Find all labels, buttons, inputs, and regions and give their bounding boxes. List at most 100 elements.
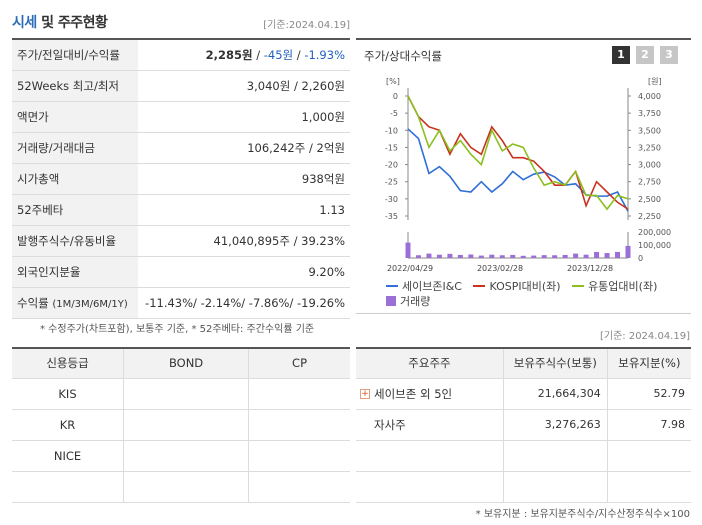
left-tick-label: -15 — [385, 143, 398, 152]
right-axis-unit: [원] — [648, 77, 662, 86]
legend-swatch — [572, 285, 585, 287]
legend-label: 유통업대비(좌) — [588, 279, 658, 293]
volume-label: 거래량/거래대금 — [12, 132, 138, 164]
table-row: 주가/전일대비/수익률 2,285원 / -45원 / -1.93% — [12, 39, 350, 71]
mcap-value: 938억원 — [138, 163, 350, 195]
right-tick-label: 4,000 — [638, 92, 661, 101]
series-line — [407, 95, 629, 210]
volume-bar — [594, 251, 600, 258]
volume-bar — [457, 254, 463, 258]
agency-name: KIS — [12, 378, 124, 410]
volume-value: 106,242주 / 2억원 — [138, 132, 350, 164]
shares-header: 보유주식수(보통) — [502, 348, 608, 379]
volume-bar — [405, 242, 411, 258]
shares-value: 41,040,895주 / 39.23% — [138, 225, 350, 257]
title-rest: 및 주주현황 — [36, 15, 108, 31]
volume-bar — [562, 254, 568, 258]
left-tick-label: -35 — [385, 212, 398, 221]
volume-bar — [625, 245, 631, 258]
current-price: 2,285원 — [205, 47, 253, 62]
right-tick-label: 2,250 — [638, 212, 661, 221]
volume-bar — [447, 253, 453, 258]
agency-name — [12, 471, 124, 503]
legend-label: 거래량 — [400, 294, 431, 308]
volume-bar — [573, 253, 579, 258]
volume-tick-label: 200,000 — [638, 228, 671, 237]
quote-note: * 수정주가(차트포함), 보통주 기준, * 52주베타: 주간수익률 기준 — [40, 324, 315, 335]
series-line — [407, 128, 629, 212]
chart-tabs: 1 2 3 — [612, 46, 678, 64]
table-row: NICE — [12, 440, 350, 472]
left-tick-label: -20 — [385, 161, 398, 170]
price-change: -45원 — [263, 47, 294, 62]
left-tick-label: -30 — [385, 195, 398, 204]
right-tick-label: 3,750 — [638, 109, 661, 118]
holder-shares: 21,664,304 — [502, 378, 608, 410]
credit-table: 신용등급 BOND CP KIS KR NICE — [12, 347, 350, 503]
x-tick-label: 2022/04/29 — [387, 264, 433, 273]
table-row: 시가총액 938억원 — [12, 163, 350, 195]
volume-bar — [468, 254, 474, 258]
section-title: 시세 및 주주현황 — [12, 12, 350, 32]
legend-label: KOSPI대비(좌) — [489, 279, 561, 293]
series-line — [407, 95, 629, 211]
chart-legend: 세이브존I&C KOSPI대비(좌) 유통업대비(좌) 거래량 — [386, 276, 686, 310]
table-row: 자사주 3,276,263 7.98 — [356, 409, 691, 441]
volume-bar — [499, 255, 505, 258]
shares-label: 발행주식수/유동비율 — [12, 225, 138, 257]
foreign-value: 9.20% — [138, 256, 350, 288]
volume-bar — [531, 255, 537, 258]
table-row: 52주베타 1.13 — [12, 194, 350, 226]
volume-bar — [615, 251, 621, 258]
volume-bar — [436, 254, 442, 258]
table-row: 외국인지분율 9.20% — [12, 256, 350, 288]
expand-plus-icon[interactable]: + — [360, 389, 370, 399]
chart-title: 주가/상대수익률 — [364, 49, 442, 63]
holder-name-text: 세이브존 외 5인 — [374, 386, 453, 401]
volume-bar — [583, 254, 589, 258]
cp-rating — [248, 471, 350, 503]
volume-bar — [604, 253, 610, 258]
cp-rating — [248, 378, 350, 410]
legend-label: 세이브존I&C — [402, 279, 462, 293]
right-tick-label: 2,500 — [638, 195, 661, 204]
table-row: 52Weeks 최고/최저 3,040원 / 2,260원 — [12, 70, 350, 102]
return-label-text: 수익률 — [17, 295, 49, 310]
pct-header: 보유지분(%) — [606, 348, 691, 379]
bond-rating — [123, 471, 249, 503]
tab-3[interactable]: 3 — [660, 46, 678, 64]
left-tick-label: -25 — [385, 178, 398, 187]
left-axis-unit: [%] — [386, 77, 400, 86]
stock-chart: [%] [원] 0 -5 -10 -15 -20 -25 -30 -35 4,000 3,750 3,5… — [385, 77, 671, 273]
table-row: + 세이브존 외 5인 21,664,304 52.79 — [356, 378, 691, 410]
holders-note: * 보유지분 : 보유지분주식수/지수산정주식수×100 — [475, 509, 690, 520]
holders-table: 주요주주 보유주식수(보통) 보유지분(%) + 세이브존 외 5인 21,664… — [356, 347, 691, 503]
table-row — [356, 440, 691, 472]
credit-header: 신용등급 — [12, 348, 124, 379]
left-tick-label: -10 — [385, 126, 398, 135]
volume-bar — [541, 255, 547, 258]
legend-swatch — [386, 296, 396, 306]
table-row — [12, 471, 350, 503]
cp-rating — [248, 440, 350, 472]
mcap-label: 시가총액 — [12, 163, 138, 195]
foreign-label: 외국인지분율 — [12, 256, 138, 288]
legend-swatch — [473, 285, 486, 287]
table-row: KR — [12, 409, 350, 441]
holder-name: 자사주 — [356, 409, 504, 441]
table-row: 거래량/거래대금 106,242주 / 2억원 — [12, 132, 350, 164]
tab-2[interactable]: 2 — [636, 46, 654, 64]
section-header: 시세 및 주주현황 [기준:2024.04.19] — [12, 12, 350, 34]
left-tick-label: -5 — [390, 109, 398, 118]
volume-bar — [426, 253, 432, 258]
tab-1[interactable]: 1 — [612, 46, 630, 64]
return-label: 수익률 (1M/3M/6M/1Y) — [12, 287, 138, 319]
legend-item: 세이브존I&C — [386, 279, 462, 294]
bond-rating — [123, 440, 249, 472]
chart-base-date: [기준: 2024.04.19] — [599, 331, 690, 342]
agency-name: NICE — [12, 440, 124, 472]
volume-bar — [489, 254, 495, 258]
table-row: 수익률 (1M/3M/6M/1Y) -11.43%/ -2.14%/ -7.86… — [12, 287, 350, 319]
holder-name[interactable]: + 세이브존 외 5인 — [356, 378, 504, 410]
week52-value: 3,040원 / 2,260원 — [138, 70, 350, 102]
